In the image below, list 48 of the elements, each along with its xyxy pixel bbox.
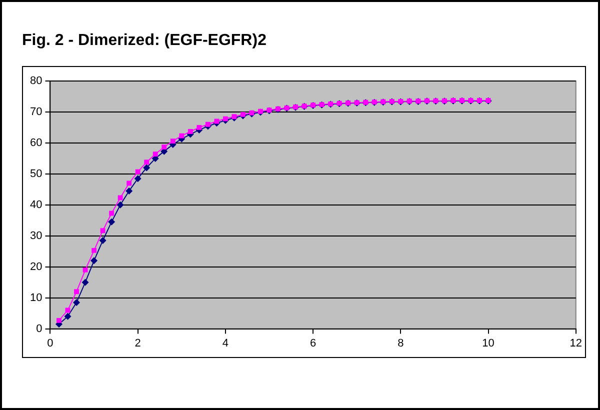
point [135, 169, 140, 174]
x-tick-label: 4 [222, 337, 229, 350]
x-tick-label: 10 [482, 337, 494, 350]
point [214, 118, 220, 124]
x-tick-label: 2 [134, 337, 141, 350]
point [144, 160, 150, 165]
point [108, 218, 116, 226]
x-tick-label: 0 [47, 337, 54, 350]
point [126, 187, 133, 194]
point [188, 129, 193, 134]
point [82, 278, 89, 286]
point [240, 112, 246, 117]
y-tick-label: 40 [30, 198, 42, 211]
point [162, 144, 167, 150]
point [179, 133, 184, 138]
point [152, 152, 158, 157]
y-tick-label: 50 [30, 168, 42, 180]
point [74, 289, 79, 294]
point [118, 195, 123, 200]
point [100, 228, 106, 234]
y-tick-label: 70 [30, 106, 42, 118]
point [90, 257, 98, 264]
y-tick-label: 20 [30, 260, 42, 273]
chart-title: Fig. 2 - Dimerized: (EGF-EGFR)2 [22, 32, 266, 50]
x-tick-label: 6 [310, 337, 316, 350]
point [109, 210, 114, 216]
point [116, 201, 124, 208]
point [134, 175, 142, 182]
point [143, 164, 150, 172]
x-tick-label: 8 [398, 337, 404, 350]
y-tick-label: 10 [30, 292, 42, 304]
point [99, 237, 106, 244]
point [73, 298, 80, 306]
point [196, 124, 202, 130]
y-tick-label: 60 [30, 136, 42, 149]
point [92, 248, 97, 253]
point [126, 180, 132, 186]
point [56, 318, 62, 323]
y-tick-label: 30 [30, 230, 42, 242]
point [170, 138, 176, 144]
x-tick-label: 12 [570, 337, 582, 350]
point [65, 308, 70, 313]
point [82, 267, 88, 272]
point [64, 312, 72, 320]
y-tick-label: 0 [36, 322, 42, 335]
point [205, 122, 210, 127]
y-tick-label: 80 [30, 75, 42, 88]
point [222, 116, 228, 122]
